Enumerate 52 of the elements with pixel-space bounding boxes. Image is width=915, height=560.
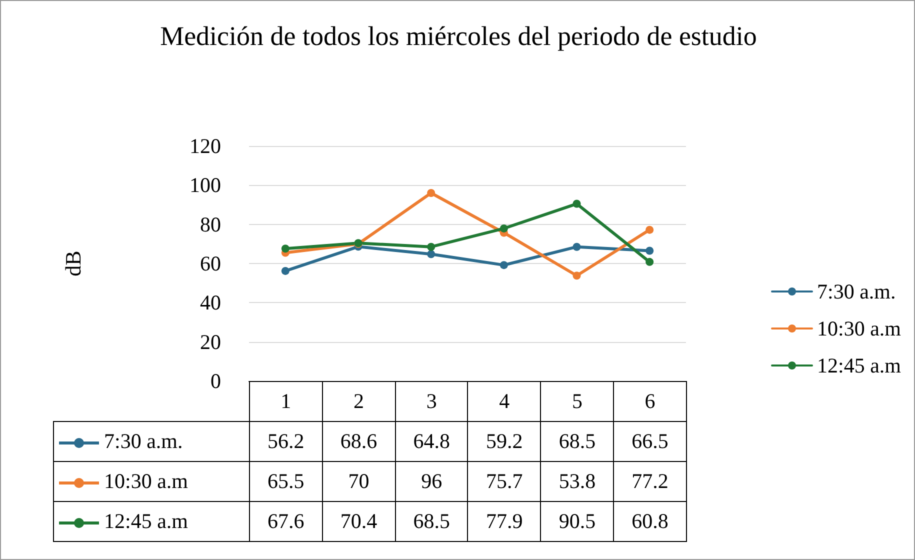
y-tick-label: 0 [210,369,221,393]
text: 10:30 a.m [104,469,188,493]
chart-title: Medición de todos los miércoles del periodo de estudio [160,21,757,51]
point [572,272,581,280]
data-label: 77.9 [468,502,541,542]
y-axis-title: dB [60,250,86,276]
point [281,244,290,253]
x-tick-label: 5 [540,382,614,422]
x-tick-label: 6 [614,382,686,422]
y-tick-label: 80 [200,212,221,236]
data-label: 68.5 [540,422,614,462]
point [427,242,436,251]
data-label: 70.4 [322,502,396,542]
y-tick-label: 20 [200,330,221,354]
data-label: 75.7 [468,462,541,502]
x-tick-label: 3 [395,382,468,422]
point [427,250,436,258]
data-label: 68.6 [322,422,396,462]
y-tick-label: 60 [200,252,221,276]
legend-label: 7:30 a.m. [817,280,896,304]
point [646,258,654,266]
data-label: 66.5 [614,422,686,462]
point [646,226,654,234]
point [427,189,436,197]
y-tick-label: 40 [200,290,221,315]
text: 7:30 a.m. [104,429,183,453]
point [500,261,508,270]
data-label: 65.5 [250,462,322,502]
point [281,266,290,275]
data-label: 67.6 [250,502,322,542]
x-tick-label: 1 [250,382,322,422]
data-label: 59.2 [468,422,541,462]
data-label: 68.5 [395,502,468,542]
point [572,200,581,208]
data-label: 56.2 [250,422,322,462]
data-label: 70 [322,462,396,502]
data-label: 90.5 [540,502,614,542]
data-label: 60.8 [614,502,686,542]
data-label: 77.2 [614,462,686,502]
data-label: 53.8 [540,462,614,502]
legend-label: 12:45 a.m [817,354,902,378]
text: 12:45 a.m [104,509,188,533]
point [572,242,581,251]
y-tick-label: 100 [190,173,221,198]
data-label: 64.8 [395,422,468,462]
x-tick-label: 2 [322,382,396,422]
legend-label: 10:30 a.m [817,316,902,340]
data-label: 96 [395,462,468,502]
point [646,246,654,255]
y-tick-label: 120 [190,134,221,158]
point [500,224,508,232]
x-tick-label: 4 [468,382,541,422]
